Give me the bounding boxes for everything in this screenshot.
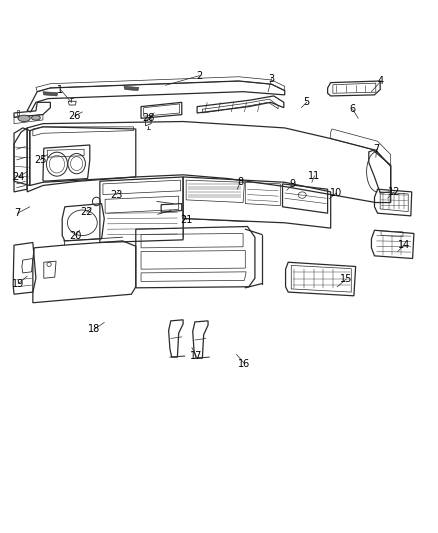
Text: 26: 26 [68,111,81,121]
Text: 5: 5 [304,98,310,107]
Text: 16: 16 [238,359,251,368]
Text: 17: 17 [190,351,202,361]
Text: 10: 10 [330,188,343,198]
Text: 22: 22 [81,207,93,217]
Text: 1: 1 [57,85,64,94]
Text: 3: 3 [268,74,275,84]
Text: 21: 21 [180,215,192,224]
Text: 28: 28 [142,114,154,123]
Ellipse shape [18,115,30,122]
Text: 20: 20 [69,231,81,240]
Text: 25: 25 [34,155,46,165]
Text: 18: 18 [88,325,100,334]
Text: 24: 24 [12,172,25,182]
Text: 2: 2 [196,71,202,80]
Polygon shape [43,92,58,96]
Text: 12: 12 [388,187,400,197]
Text: 7: 7 [14,208,21,218]
Text: 6: 6 [350,104,356,114]
Text: 8: 8 [237,177,243,187]
Polygon shape [124,86,139,91]
Text: 9: 9 [290,179,296,189]
Text: 15: 15 [340,274,352,284]
Ellipse shape [32,116,40,120]
Text: 7: 7 [374,144,380,154]
Text: 23: 23 [110,190,122,199]
Text: 14: 14 [398,240,410,250]
Text: 19: 19 [12,279,25,288]
Text: 4: 4 [378,76,384,86]
Text: 11: 11 [308,171,321,181]
